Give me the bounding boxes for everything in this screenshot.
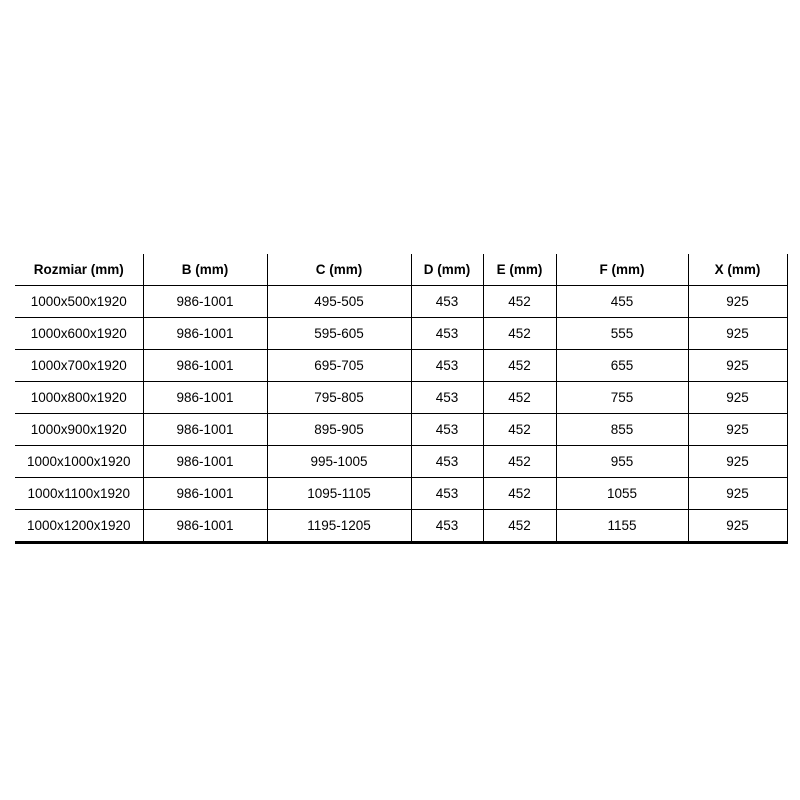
table-cell: 453 <box>410 285 484 318</box>
table-row: 1000x900x1920 986-1001 895-905 453 452 8… <box>15 413 788 446</box>
table-cell: 453 <box>410 349 484 382</box>
table-cell: 555 <box>555 317 689 350</box>
table-cell: 1000x1100x1920 <box>15 477 144 510</box>
table-cell: 795-805 <box>266 381 412 414</box>
table-cell: 1000x900x1920 <box>15 413 144 446</box>
table-cell: 925 <box>687 509 788 544</box>
table-cell: 455 <box>555 285 689 318</box>
table-cell: 925 <box>687 285 788 318</box>
table-cell: 1195-1205 <box>266 509 412 544</box>
column-header-c: C (mm) <box>266 254 412 286</box>
column-header-d: D (mm) <box>410 254 484 286</box>
size-specification-table: Rozmiar (mm) B (mm) C (mm) D (mm) E (mm)… <box>15 254 788 544</box>
column-header-e: E (mm) <box>482 254 557 286</box>
table-cell: 1000x800x1920 <box>15 381 144 414</box>
table-cell: 595-605 <box>266 317 412 350</box>
table-cell: 452 <box>482 445 557 478</box>
table-cell: 453 <box>410 317 484 350</box>
table-cell: 495-505 <box>266 285 412 318</box>
table-cell: 452 <box>482 381 557 414</box>
table-row: 1000x700x1920 986-1001 695-705 453 452 6… <box>15 349 788 382</box>
table-cell: 925 <box>687 317 788 350</box>
table-cell: 452 <box>482 285 557 318</box>
table-cell: 453 <box>410 381 484 414</box>
table-cell: 1000x1200x1920 <box>15 509 144 544</box>
table-cell: 986-1001 <box>142 381 268 414</box>
table-cell: 1055 <box>555 477 689 510</box>
table-cell: 695-705 <box>266 349 412 382</box>
table-row: 1000x1200x1920 986-1001 1195-1205 453 45… <box>15 509 788 544</box>
table-cell: 855 <box>555 413 689 446</box>
table-cell: 453 <box>410 413 484 446</box>
table-cell: 925 <box>687 413 788 446</box>
table-row: 1000x500x1920 986-1001 495-505 453 452 4… <box>15 285 788 318</box>
table-cell: 453 <box>410 509 484 544</box>
table-cell: 1095-1105 <box>266 477 412 510</box>
table-cell: 986-1001 <box>142 445 268 478</box>
table-cell: 755 <box>555 381 689 414</box>
header-row: Rozmiar (mm) B (mm) C (mm) D (mm) E (mm)… <box>15 254 788 286</box>
table-row: 1000x1100x1920 986-1001 1095-1105 453 45… <box>15 477 788 510</box>
table-cell: 452 <box>482 509 557 544</box>
table-cell: 955 <box>555 445 689 478</box>
column-header-rozmiar: Rozmiar (mm) <box>15 254 144 286</box>
table-cell: 452 <box>482 349 557 382</box>
table-cell: 925 <box>687 349 788 382</box>
column-header-b: B (mm) <box>142 254 268 286</box>
table-cell: 986-1001 <box>142 413 268 446</box>
table-cell: 453 <box>410 477 484 510</box>
table-cell: 925 <box>687 445 788 478</box>
column-header-f: F (mm) <box>555 254 689 286</box>
table-cell: 1000x1000x1920 <box>15 445 144 478</box>
table-cell: 452 <box>482 477 557 510</box>
spec-table-container: Rozmiar (mm) B (mm) C (mm) D (mm) E (mm)… <box>15 254 788 544</box>
table-row: 1000x800x1920 986-1001 795-805 453 452 7… <box>15 381 788 414</box>
table-cell: 986-1001 <box>142 509 268 544</box>
column-header-x: X (mm) <box>687 254 788 286</box>
table-cell: 452 <box>482 317 557 350</box>
table-cell: 925 <box>687 381 788 414</box>
table-row: 1000x1000x1920 986-1001 995-1005 453 452… <box>15 445 788 478</box>
table-cell: 986-1001 <box>142 477 268 510</box>
table-cell: 925 <box>687 477 788 510</box>
table-cell: 1000x700x1920 <box>15 349 144 382</box>
table-cell: 1155 <box>555 509 689 544</box>
table-cell: 986-1001 <box>142 349 268 382</box>
table-cell: 655 <box>555 349 689 382</box>
table-row: 1000x600x1920 986-1001 595-605 453 452 5… <box>15 317 788 350</box>
table-cell: 1000x600x1920 <box>15 317 144 350</box>
table-cell: 453 <box>410 445 484 478</box>
table-cell: 986-1001 <box>142 317 268 350</box>
table-cell: 986-1001 <box>142 285 268 318</box>
table-cell: 1000x500x1920 <box>15 285 144 318</box>
table-cell: 895-905 <box>266 413 412 446</box>
table-cell: 452 <box>482 413 557 446</box>
table-cell: 995-1005 <box>266 445 412 478</box>
